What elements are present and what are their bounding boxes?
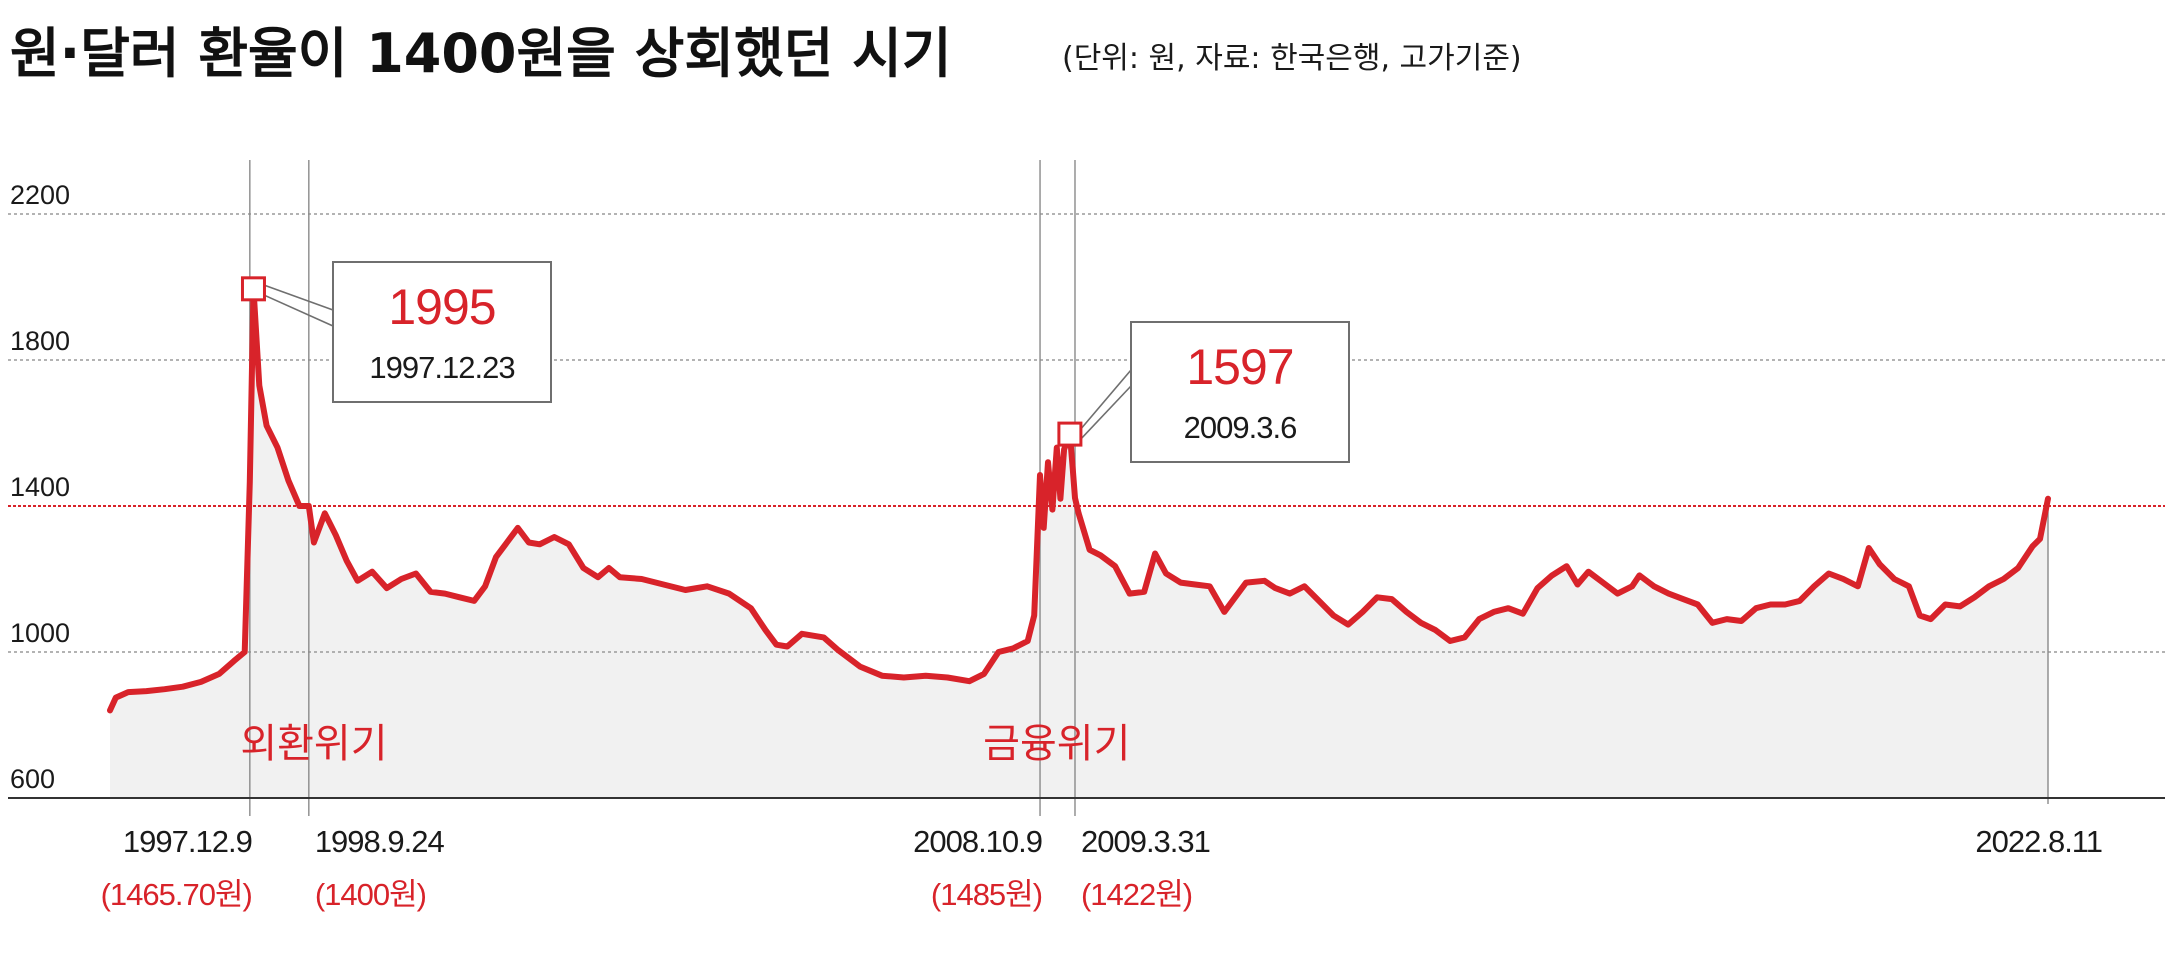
crisis-annotation: 외환위기 (240, 721, 387, 767)
callout-connector (263, 284, 334, 311)
y-tick-label: 1800 (10, 326, 70, 356)
axis-layer: 2200 1800 1400 1000 600 1997.12.9 (1465.70원) 19… (8, 180, 2165, 912)
callout-connector (263, 294, 334, 327)
event-date-label: 1997.12.9 (123, 824, 252, 859)
callout-layer: 1995 1997.12.23 1597 2009.3.6 (240, 261, 1350, 463)
peak-marker (240, 276, 266, 302)
peak-date: 1997.12.23 (369, 350, 514, 385)
event-value-label: (1465.70원) (101, 877, 252, 912)
area-fill-layer (110, 288, 2048, 798)
callout-connector (1079, 369, 1132, 431)
crisis-annotation: 금융위기 (983, 721, 1130, 767)
peak-date: 2009.3.6 (1184, 410, 1297, 445)
area-fill (110, 288, 2048, 798)
y-tick-label: 1000 (10, 618, 70, 648)
peak-value: 1597 (1186, 339, 1293, 395)
callout-connector (1079, 385, 1132, 441)
event-date-label: 1998.9.24 (315, 824, 445, 859)
y-tick-label: 1400 (10, 472, 70, 502)
chart-title: 원·달러 환율이 1400원을 상회했던 시기 (10, 22, 952, 85)
peak-callout-box (332, 261, 552, 403)
event-date-label: 2008.10.9 (913, 824, 1042, 859)
y-tick-label: 2200 (10, 180, 70, 210)
chart-subtitle: (단위: 원, 자료: 한국은행, 고가기준) (1062, 41, 1522, 76)
event-value-label: (1485원) (931, 877, 1042, 912)
y-tick-label: 600 (10, 764, 55, 794)
grid-layer (8, 213, 2165, 653)
event-value-label: (1422원) (1081, 877, 1192, 912)
annotation-layer: 외환위기 금융위기 (240, 721, 1130, 767)
event-value-label: (1400원) (315, 877, 426, 912)
peak-callout-box (1130, 321, 1350, 463)
peak-marker (1057, 421, 1083, 447)
peak-value: 1995 (388, 279, 495, 335)
event-date-label: 2009.3.31 (1081, 824, 1210, 859)
event-date-label: 2022.8.11 (1975, 824, 2102, 859)
